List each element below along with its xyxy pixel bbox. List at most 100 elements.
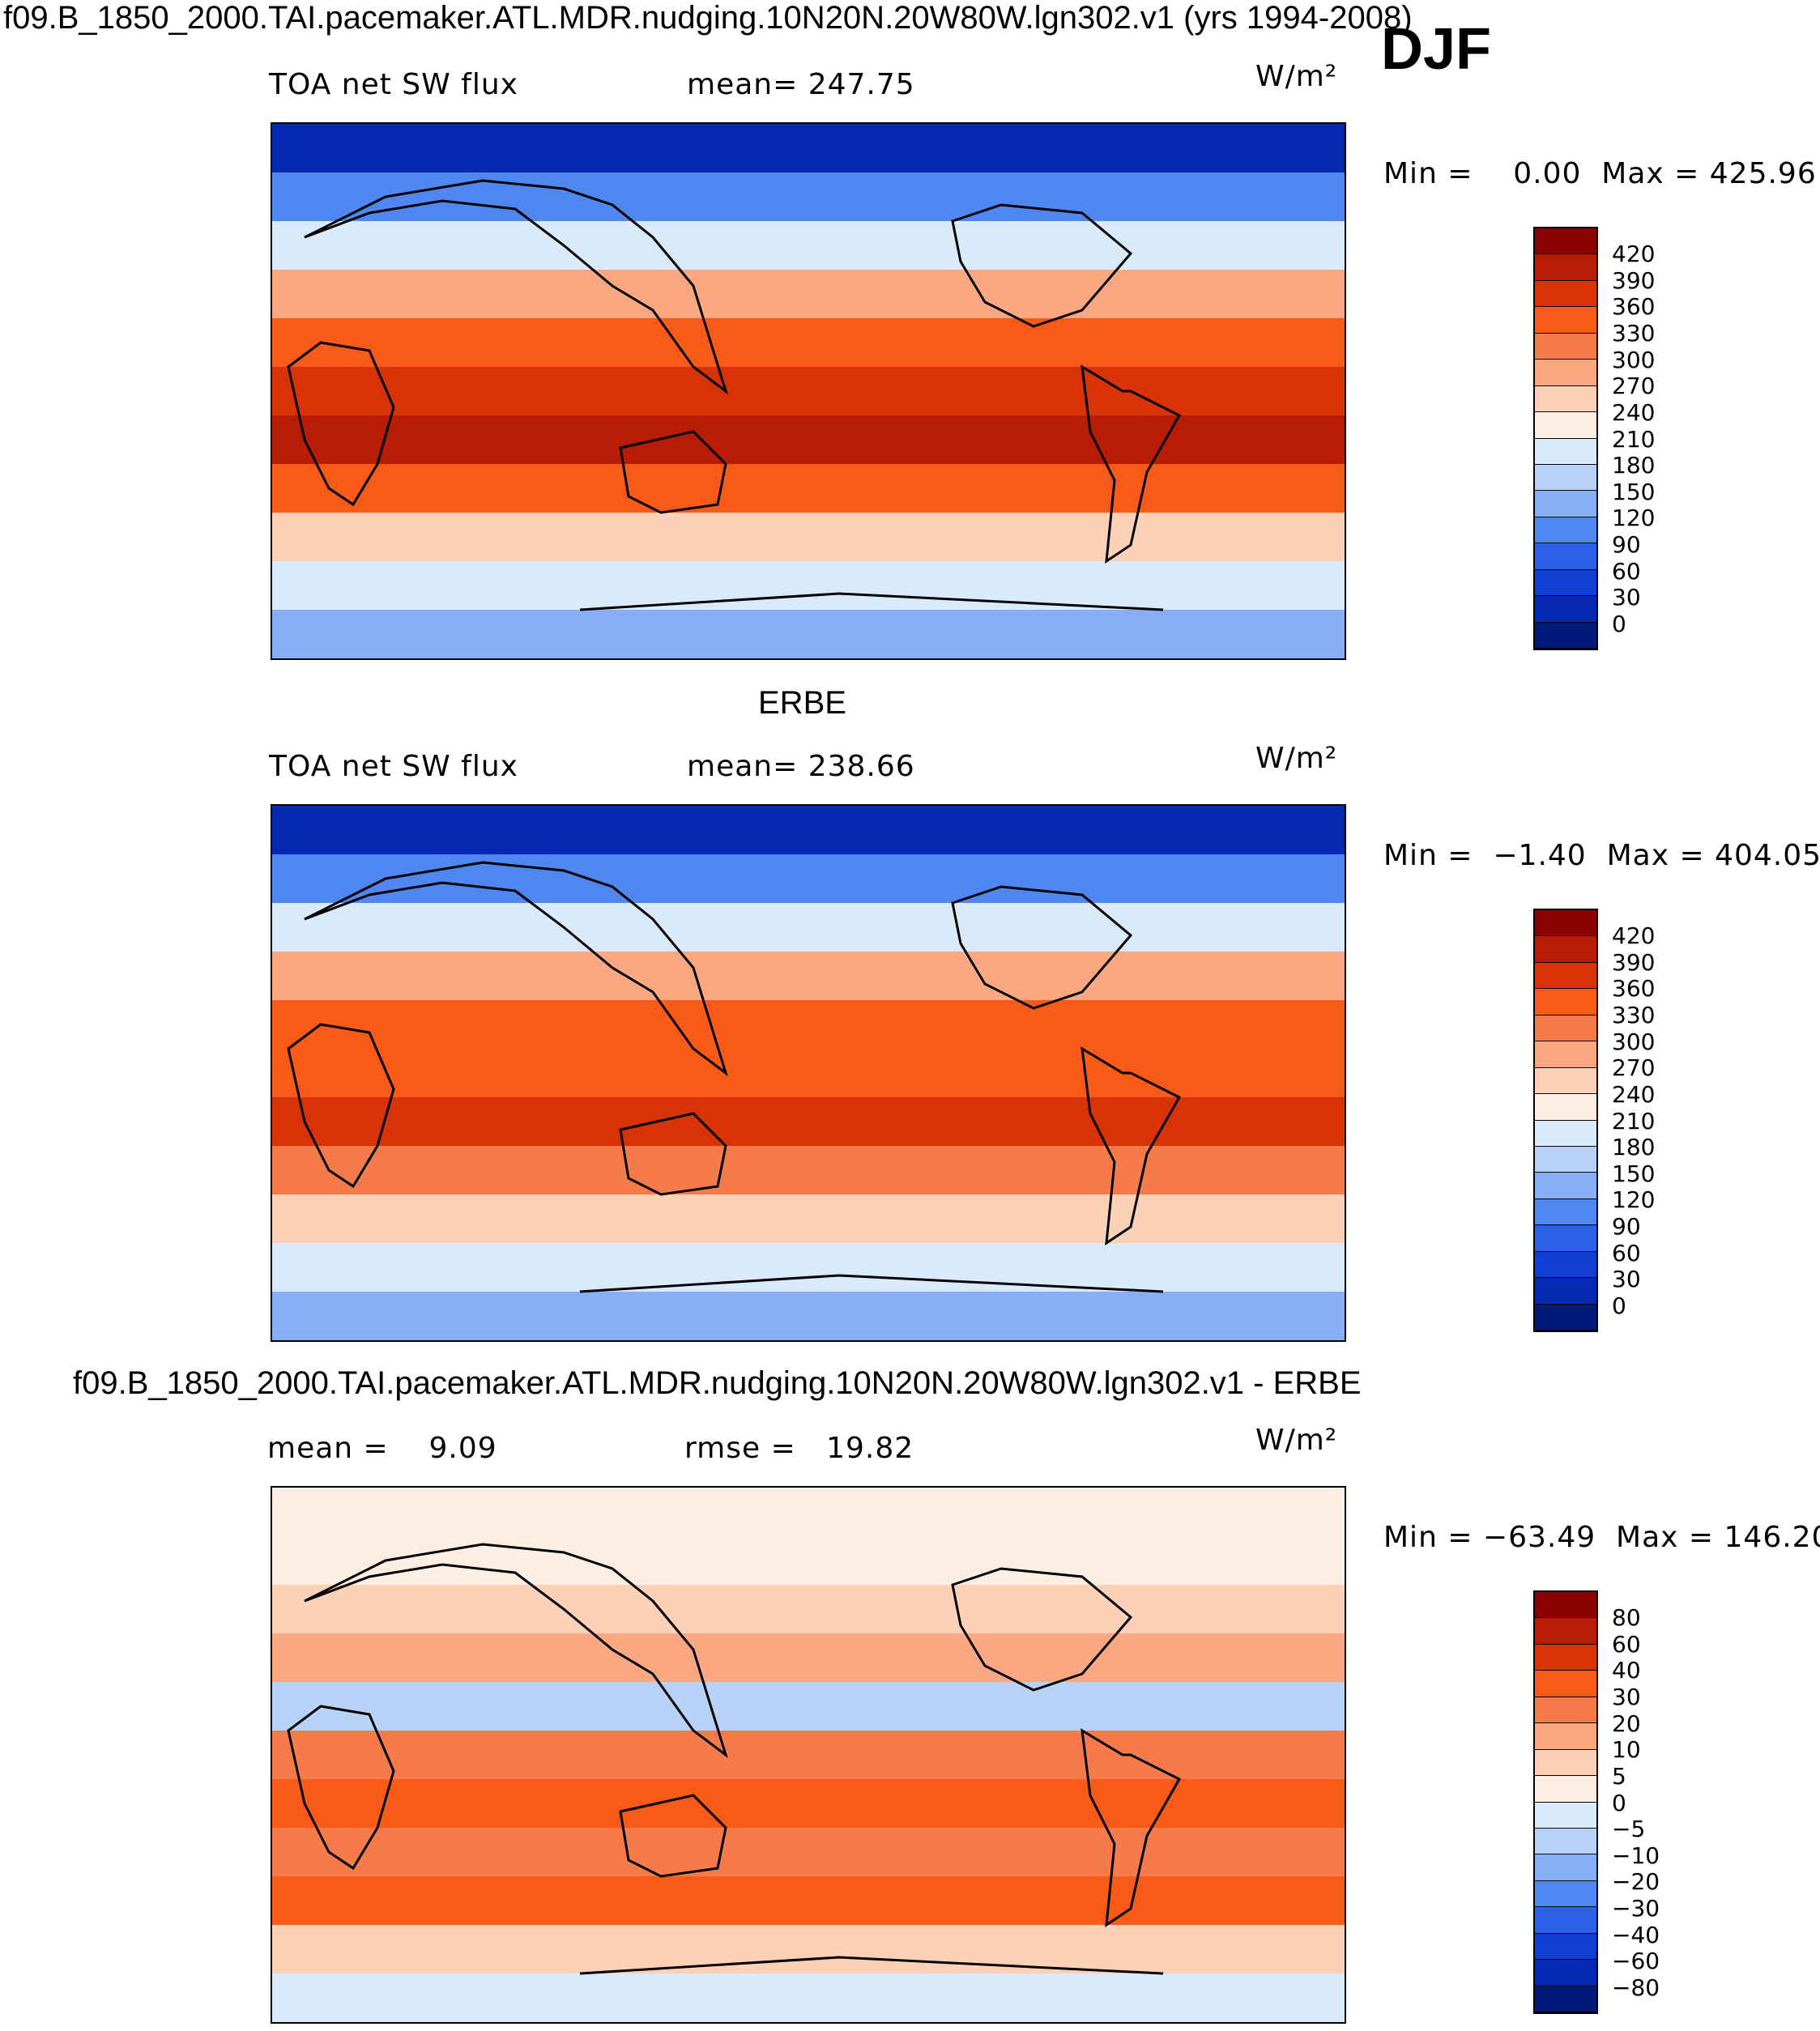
- panel3-cb-label: 30: [1612, 1684, 1641, 1710]
- figure-main-title: f09.B_1850_2000.TAI.pacemaker.ATL.MDR.nu…: [3, 0, 1413, 36]
- panel1-cb-label: 420: [1612, 241, 1656, 267]
- colorbar-cell: [1535, 464, 1596, 492]
- panel2-cb-label: 270: [1612, 1054, 1656, 1081]
- colorbar-cell: [1535, 1094, 1596, 1121]
- field-band: [272, 1876, 1345, 1926]
- panel3-mean-label: mean = 9.09: [267, 1432, 497, 1465]
- panel3-cb-label: 5: [1612, 1763, 1626, 1790]
- colorbar-cell: [1535, 385, 1596, 413]
- colorbar-cell: [1535, 254, 1596, 281]
- panel1-units: W/m²: [1255, 60, 1338, 93]
- panel3-colorbar-labels: 80 60 40 30 20 10 5 0 −5 −10 −20 −30 −40…: [1612, 1590, 1701, 2014]
- colorbar-cell: [1535, 1644, 1596, 1671]
- field-band: [272, 1974, 1345, 2022]
- field-band: [272, 1146, 1345, 1195]
- field-band: [272, 903, 1345, 952]
- panel3-cb-label: −30: [1612, 1895, 1660, 1922]
- panel3-cb-label: −40: [1612, 1922, 1660, 1948]
- field-band: [272, 1585, 1345, 1634]
- panel1-cb-label: 180: [1612, 452, 1656, 479]
- field-band: [272, 1000, 1345, 1050]
- field-band: [272, 270, 1345, 319]
- colorbar-cell: [1535, 1723, 1596, 1750]
- panel2-cb-label: 300: [1612, 1028, 1656, 1055]
- panel2-colorbar: [1533, 909, 1598, 1332]
- panel3-colorbar: [1533, 1590, 1598, 2014]
- colorbar-cell: [1535, 1618, 1596, 1645]
- colorbar-cell: [1535, 1802, 1596, 1829]
- panel1-cb-label: 240: [1612, 399, 1656, 426]
- panel3-cb-label: −20: [1612, 1868, 1660, 1895]
- colorbar-cell: [1535, 412, 1596, 439]
- colorbar-cell: [1535, 1120, 1596, 1147]
- panel2-cb-label: 0: [1612, 1292, 1626, 1319]
- field-band: [272, 806, 1345, 855]
- colorbar-cell: [1535, 1173, 1596, 1199]
- panel1-cb-label: 150: [1612, 479, 1656, 505]
- panel2-cb-label: 240: [1612, 1081, 1656, 1108]
- colorbar-cell: [1535, 1776, 1596, 1803]
- field-band: [272, 1682, 1345, 1731]
- colorbar-cell: [1535, 438, 1596, 465]
- season-label: DJF: [1381, 17, 1492, 82]
- panel1-bands: [272, 124, 1345, 658]
- colorbar-cell: [1535, 517, 1596, 544]
- colorbar-cell: [1535, 989, 1596, 1016]
- panel1-map: [271, 122, 1346, 660]
- colorbar-cell: [1535, 1986, 1596, 2012]
- field-band: [272, 1633, 1345, 1683]
- field-band: [272, 367, 1345, 416]
- field-band: [272, 1194, 1345, 1244]
- colorbar-cell: [1535, 1251, 1596, 1279]
- panel3-cb-label: 40: [1612, 1657, 1641, 1684]
- panel1-cb-label: 210: [1612, 426, 1656, 453]
- panel3-cb-label: 0: [1612, 1790, 1626, 1816]
- panel2-colorbar-labels: 420 390 360 330 300 270 240 210 180 150 …: [1612, 909, 1693, 1332]
- colorbar-cell: [1535, 1854, 1596, 1881]
- colorbar-cell: [1535, 910, 1596, 937]
- colorbar-cell: [1535, 307, 1596, 334]
- panel1-cb-label: 30: [1612, 584, 1641, 611]
- field-band: [272, 1049, 1345, 1098]
- colorbar-cell: [1535, 543, 1596, 570]
- field-band: [272, 1779, 1345, 1829]
- colorbar-cell: [1535, 1749, 1596, 1777]
- field-band: [272, 318, 1345, 368]
- colorbar-cell: [1535, 333, 1596, 360]
- panel3-continent-outlines: [287, 1543, 1182, 1975]
- panel1-cb-label: 120: [1612, 505, 1656, 531]
- panel1-map-svg: [272, 124, 1345, 658]
- panel3-units: W/m²: [1255, 1424, 1338, 1457]
- colorbar-cell: [1535, 1933, 1596, 1961]
- panel3-title: f09.B_1850_2000.TAI.pacemaker.ATL.MDR.nu…: [73, 1365, 1362, 1401]
- panel1-cb-label: 0: [1612, 611, 1626, 637]
- panel3-map: [271, 1486, 1346, 2024]
- panel1-mean-label: mean= 247.75: [687, 68, 915, 101]
- colorbar-cell: [1535, 1592, 1596, 1619]
- panel2-map: [271, 804, 1346, 1342]
- field-band: [272, 1731, 1345, 1780]
- panel1-cb-label: 330: [1612, 320, 1656, 347]
- panel3-cb-label: −80: [1612, 1974, 1660, 2001]
- field-band: [272, 1488, 1345, 1537]
- panel2-cb-label: 150: [1612, 1160, 1656, 1187]
- panel3-cb-label: −10: [1612, 1842, 1660, 1869]
- field-band: [272, 1243, 1345, 1292]
- panel2-cb-label: 90: [1612, 1213, 1641, 1240]
- colorbar-cell: [1535, 569, 1596, 597]
- field-band: [272, 464, 1345, 513]
- panel1-colorbar: [1533, 227, 1598, 650]
- panel3-cb-label: 80: [1612, 1604, 1641, 1631]
- panel2-cb-label: 210: [1612, 1108, 1656, 1135]
- colorbar-cell: [1535, 228, 1596, 255]
- panel2-cb-label: 420: [1612, 922, 1656, 949]
- colorbar-cell: [1535, 1880, 1596, 1908]
- colorbar-cell: [1535, 1828, 1596, 1855]
- field-band: [272, 172, 1345, 222]
- panel2-variable-label: TOA net SW flux: [269, 750, 518, 783]
- field-band: [272, 610, 1345, 658]
- panel3-map-svg: [272, 1488, 1345, 2022]
- panel3-bands: [272, 1488, 1345, 2022]
- panel2-minmax: Min = −1.40 Max = 404.05: [1383, 839, 1820, 872]
- colorbar-cell: [1535, 491, 1596, 517]
